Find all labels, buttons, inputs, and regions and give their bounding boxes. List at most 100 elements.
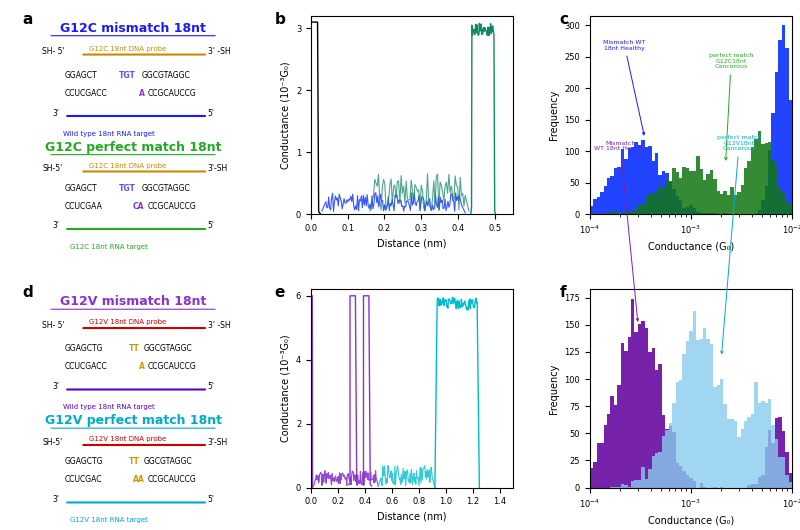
Bar: [634, 210, 638, 214]
Bar: [703, 180, 706, 214]
Bar: [666, 173, 669, 214]
Bar: [610, 212, 614, 214]
Bar: [734, 195, 737, 214]
Bar: [765, 186, 768, 214]
Bar: [610, 396, 614, 488]
Bar: [768, 430, 771, 488]
Bar: [666, 430, 669, 488]
Text: CCGCAUCCG: CCGCAUCCG: [147, 362, 196, 371]
Bar: [690, 478, 693, 488]
Text: d: d: [22, 286, 33, 301]
Bar: [734, 421, 737, 488]
Bar: [744, 421, 747, 488]
Bar: [696, 340, 699, 488]
Text: TGT: TGT: [119, 184, 136, 193]
Bar: [624, 351, 627, 488]
Bar: [651, 456, 655, 488]
Bar: [778, 188, 782, 214]
Bar: [758, 477, 761, 488]
Bar: [696, 211, 699, 214]
Bar: [717, 191, 720, 214]
Bar: [624, 158, 627, 214]
Bar: [699, 339, 703, 488]
Y-axis label: Conductance (10⁻³G₀): Conductance (10⁻³G₀): [280, 334, 290, 443]
Bar: [624, 485, 627, 488]
Bar: [686, 474, 690, 488]
Bar: [600, 192, 603, 214]
Bar: [658, 175, 662, 214]
Text: b: b: [274, 12, 286, 27]
Bar: [771, 443, 775, 488]
Bar: [679, 200, 682, 214]
Bar: [761, 144, 765, 214]
Bar: [597, 443, 600, 488]
Bar: [775, 439, 778, 488]
Bar: [703, 213, 706, 214]
Bar: [618, 487, 621, 488]
Bar: [741, 429, 744, 488]
Bar: [690, 331, 693, 488]
Bar: [614, 487, 618, 488]
Text: GGCGTAGGC: GGCGTAGGC: [141, 71, 190, 80]
Bar: [669, 426, 672, 488]
Bar: [696, 156, 699, 214]
Bar: [655, 193, 658, 214]
Text: CA: CA: [133, 202, 145, 210]
Bar: [627, 337, 631, 488]
Bar: [672, 189, 675, 214]
Bar: [675, 382, 679, 488]
Bar: [651, 161, 655, 214]
Bar: [785, 474, 789, 488]
Bar: [682, 354, 686, 488]
Bar: [669, 182, 672, 214]
Text: e: e: [274, 286, 285, 301]
Bar: [682, 167, 686, 214]
Text: Wild type 18nt RNA target: Wild type 18nt RNA target: [63, 131, 154, 137]
Bar: [607, 178, 610, 214]
Bar: [699, 170, 703, 214]
Bar: [642, 140, 645, 214]
Bar: [669, 422, 672, 488]
Text: A: A: [139, 89, 145, 98]
Bar: [785, 48, 789, 214]
Bar: [645, 147, 648, 214]
Bar: [600, 443, 603, 488]
Bar: [603, 425, 607, 488]
Bar: [761, 200, 765, 214]
X-axis label: Conductance (G₀): Conductance (G₀): [648, 515, 734, 525]
Text: 3'-SH: 3'-SH: [208, 438, 228, 446]
Bar: [785, 452, 789, 488]
Text: G12C 18nt RNA target: G12C 18nt RNA target: [70, 244, 148, 250]
Bar: [648, 469, 651, 488]
Text: perfect match
G12C18nt
Cancerous: perfect match G12C18nt Cancerous: [709, 53, 754, 160]
Bar: [621, 148, 624, 214]
Bar: [706, 339, 710, 488]
Bar: [662, 171, 666, 214]
Text: a: a: [22, 12, 32, 27]
Bar: [658, 186, 662, 214]
Bar: [594, 199, 597, 214]
Bar: [597, 197, 600, 214]
Text: 3': 3': [52, 495, 59, 504]
Bar: [789, 100, 792, 214]
Bar: [768, 142, 771, 214]
Bar: [631, 147, 634, 214]
Bar: [737, 437, 741, 488]
Bar: [775, 166, 778, 214]
Bar: [703, 487, 706, 488]
Text: Mismatch
WT 18nt Healthy: Mismatch WT 18nt Healthy: [594, 140, 646, 321]
Bar: [720, 487, 723, 488]
Bar: [714, 213, 717, 214]
Bar: [658, 364, 662, 488]
Bar: [634, 332, 638, 488]
Text: CCUCGAA: CCUCGAA: [64, 202, 102, 210]
Bar: [686, 341, 690, 488]
Bar: [717, 385, 720, 488]
Bar: [690, 205, 693, 214]
Bar: [761, 401, 765, 488]
Bar: [651, 193, 655, 214]
Text: 3' -SH: 3' -SH: [208, 321, 230, 330]
Text: GGAGCTG: GGAGCTG: [64, 344, 103, 354]
Bar: [693, 171, 696, 214]
Text: GGAGCT: GGAGCT: [64, 71, 97, 80]
